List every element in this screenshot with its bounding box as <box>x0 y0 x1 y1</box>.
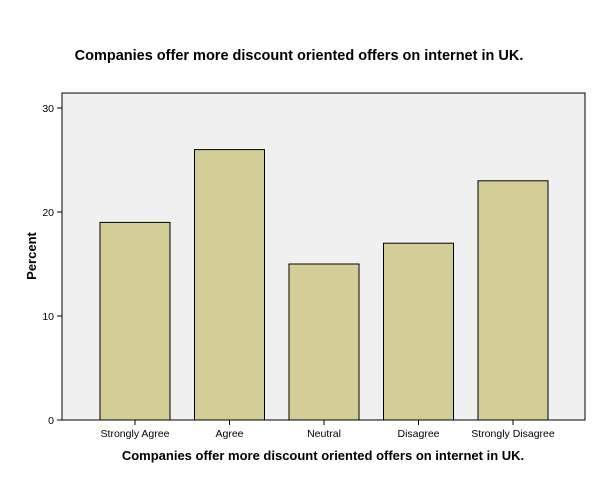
x-axis: Strongly Agree Agree Neutral Disagree Strong… <box>101 420 555 440</box>
y-tick-label: 20 <box>42 207 54 219</box>
y-tick-label: 0 <box>48 415 54 427</box>
bar <box>194 149 265 421</box>
bar <box>477 180 549 421</box>
x-tick-label: Neutral <box>307 428 341 440</box>
x-axis-title: Companies offer more discount oriented o… <box>122 448 524 463</box>
bar <box>99 221 171 421</box>
x-tick-label: Agree <box>215 428 243 440</box>
x-tick-label: Disagree <box>397 428 439 440</box>
bar <box>383 242 454 421</box>
bars <box>99 149 549 421</box>
y-axis-title: Percent <box>24 231 39 279</box>
y-axis: 0 10 20 30 <box>42 103 62 427</box>
x-tick-label: Strongly Agree <box>101 428 170 440</box>
chart-title: Companies offer more discount oriented o… <box>75 48 524 64</box>
y-tick-label: 30 <box>42 103 54 115</box>
x-tick-label: Strongly Disagree <box>471 428 555 440</box>
bar <box>288 263 360 421</box>
y-tick-label: 10 <box>42 311 54 323</box>
